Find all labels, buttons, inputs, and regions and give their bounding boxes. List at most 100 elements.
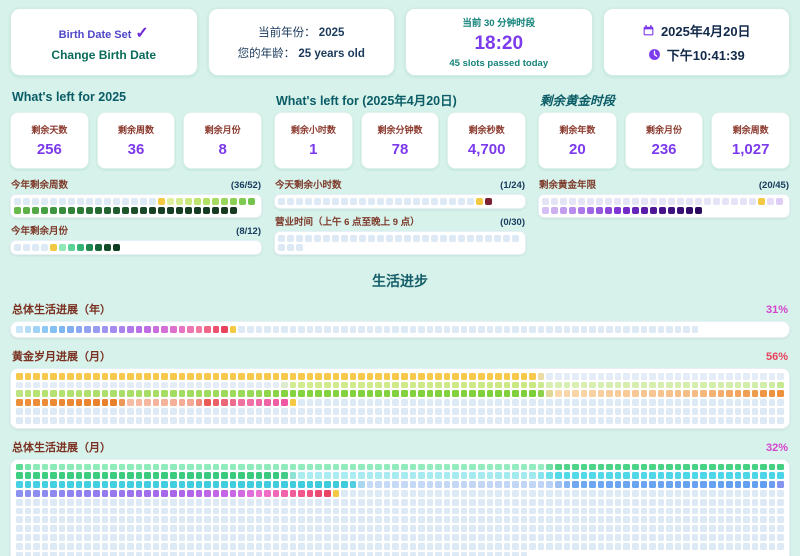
column-golden: 剩余黄金时段 剩余年数 20 剩余月份 236 剩余周数 1,027 剩余黄金年… xyxy=(538,90,791,255)
stat-days-left: 剩余天数 256 xyxy=(10,112,89,169)
months-progress-grid xyxy=(10,240,262,255)
cell-grid xyxy=(14,244,258,251)
birth-date-status: Birth Date Set ✓ xyxy=(59,23,149,43)
time-text: 下午10:41:39 xyxy=(666,47,745,63)
percent-value: 31% xyxy=(765,304,788,316)
slot-value: 18:20 xyxy=(474,33,524,54)
current-year-label: 当前年份： xyxy=(258,26,316,39)
hours-bar-header: 今天剩余小时数 (1/24) xyxy=(275,177,525,191)
stat-seconds-left: 剩余秒数 4,700 xyxy=(447,112,527,169)
bar-label: 总体生活进展（年） xyxy=(12,304,111,316)
date-row: 2025年4月20日 xyxy=(642,21,751,40)
check-icon: ✓ xyxy=(135,24,149,42)
stat-golden-years-left: 剩余年数 20 xyxy=(538,112,617,169)
bar-label: 营业时间（上午 6 点至晚上 9 点） xyxy=(275,217,420,228)
stat-months-left: 剩余月份 8 xyxy=(183,112,263,169)
bar-fraction: (0/30) xyxy=(500,217,525,228)
stat-weeks-left: 剩余周数 36 xyxy=(96,112,176,169)
golden-months-progress-grid xyxy=(10,367,790,429)
stat-label: 剩余天数 xyxy=(31,125,68,135)
stat-label: 剩余年数 xyxy=(559,125,596,135)
top-cards-row: Birth Date Set ✓ Change Birth Date 当前年份： … xyxy=(10,8,790,76)
overall-months-progress-grid xyxy=(10,458,790,556)
age-card: 当前年份： 2025 您的年龄： 25 years old xyxy=(207,8,395,76)
stat-label: 剩余小时数 xyxy=(290,125,336,135)
time-row: 下午10:41:39 xyxy=(648,45,745,64)
percent-value: 56% xyxy=(765,350,788,363)
cell-grid xyxy=(16,326,784,333)
life-years-header: 总体生活进展（年） 31% xyxy=(12,301,788,317)
stat-label: 剩余秒数 xyxy=(468,125,505,135)
cell-grid xyxy=(16,372,784,424)
cell-grid xyxy=(14,198,258,214)
cell-grid xyxy=(278,235,522,251)
slot-subtitle: 45 slots passed today xyxy=(449,58,549,69)
column-day-header: What's left for (2025年4月20日) xyxy=(276,94,457,108)
column-year-header: What's left for 2025 xyxy=(12,90,127,104)
bar-fraction: (8/12) xyxy=(236,226,261,237)
stat-cards: 剩余天数 256 剩余周数 36 剩余月份 8 xyxy=(10,112,263,169)
percent-value: 32% xyxy=(765,441,788,454)
cell-grid xyxy=(278,198,522,205)
datetime-card: 2025年4月20日 下午10:41:39 xyxy=(602,8,790,76)
slot-title: 当前 30 分钟时段 xyxy=(462,18,536,29)
golden-years-bar-header: 剩余黄金年限 (20/45) xyxy=(539,177,789,191)
stat-golden-weeks-left: 剩余周数 1,027 xyxy=(711,112,791,169)
current-year-line: 当前年份： 2025 xyxy=(258,24,344,40)
stat-value: 1,027 xyxy=(731,141,770,158)
stat-hours-left: 剩余小时数 1 xyxy=(274,112,353,169)
age-line: 您的年龄： 25 years old xyxy=(238,45,365,61)
cell-grid xyxy=(16,463,784,556)
column-golden-header: 剩余黄金时段 xyxy=(540,94,616,108)
stat-value: 78 xyxy=(391,141,409,158)
business-hours-bar-header: 营业时间（上午 6 点至晚上 9 点） (0/30) xyxy=(275,214,525,228)
cell-grid xyxy=(542,198,786,214)
hours-progress-grid xyxy=(274,194,526,209)
stat-label: 剩余周数 xyxy=(732,125,769,135)
column-year: What's left for 2025 剩余天数 256 剩余周数 36 剩余… xyxy=(10,90,263,255)
bar-label: 总体生活进展（月） xyxy=(12,441,111,454)
stat-cards: 剩余年数 20 剩余月份 236 剩余周数 1,027 xyxy=(538,112,791,169)
date-text: 2025年4月20日 xyxy=(660,23,751,39)
weeks-bar-header: 今年剩余周数 (36/52) xyxy=(11,177,261,191)
age-label: 您的年龄： xyxy=(237,47,296,60)
age-value: 25 years old xyxy=(298,47,365,60)
clock-icon xyxy=(648,48,660,60)
change-birth-date-button[interactable]: Change Birth Date xyxy=(51,47,157,62)
stat-value: 4,700 xyxy=(467,141,506,158)
stat-value: 256 xyxy=(36,141,62,158)
stat-label: 剩余月份 xyxy=(204,125,241,135)
months-bar-header: 今年剩余月份 (8/12) xyxy=(11,223,261,237)
golden-months-header: 黄金岁月进展（月） 56% xyxy=(12,348,788,364)
stat-minutes-left: 剩余分钟数 78 xyxy=(360,112,440,169)
bar-label: 今年剩余月份 xyxy=(11,226,69,237)
birth-date-card: Birth Date Set ✓ Change Birth Date xyxy=(10,8,198,76)
weeks-progress-grid xyxy=(10,194,262,218)
bar-fraction: (36/52) xyxy=(230,180,261,191)
bar-label: 今天剩余小时数 xyxy=(275,180,342,191)
life-years-block: 总体生活进展（年） 31% xyxy=(10,301,790,338)
stat-label: 剩余周数 xyxy=(118,125,155,135)
stat-value: 1 xyxy=(309,141,318,158)
life-progress-title: 生活进步 xyxy=(372,275,428,290)
whats-left-row: What's left for 2025 剩余天数 256 剩余周数 36 剩余… xyxy=(10,90,791,255)
overall-months-block: 总体生活进展（月） 32% xyxy=(10,439,790,556)
overall-months-header: 总体生活进展（月） 32% xyxy=(12,439,788,455)
stat-value: 8 xyxy=(218,141,227,158)
golden-months-block: 黄金岁月进展（月） 56% xyxy=(10,348,790,429)
business-hours-progress-grid xyxy=(274,231,526,255)
stat-value: 20 xyxy=(568,141,586,158)
life-years-progress-grid xyxy=(10,321,790,338)
current-year-value: 2025 xyxy=(318,26,345,39)
time-slot-card: 当前 30 分钟时段 18:20 45 slots passed today xyxy=(405,8,593,76)
bar-fraction: (1/24) xyxy=(500,180,525,191)
stat-label: 剩余月份 xyxy=(646,125,683,135)
golden-years-progress-grid xyxy=(538,194,790,218)
stat-cards: 剩余小时数 1 剩余分钟数 78 剩余秒数 4,700 xyxy=(274,112,527,169)
stat-value: 236 xyxy=(651,141,677,158)
bar-label: 黄金岁月进展（月） xyxy=(12,350,111,363)
bar-label: 今年剩余周数 xyxy=(11,180,69,191)
column-day: What's left for (2025年4月20日) 剩余小时数 1 剩余分… xyxy=(274,90,527,255)
stat-label: 剩余分钟数 xyxy=(377,125,423,135)
